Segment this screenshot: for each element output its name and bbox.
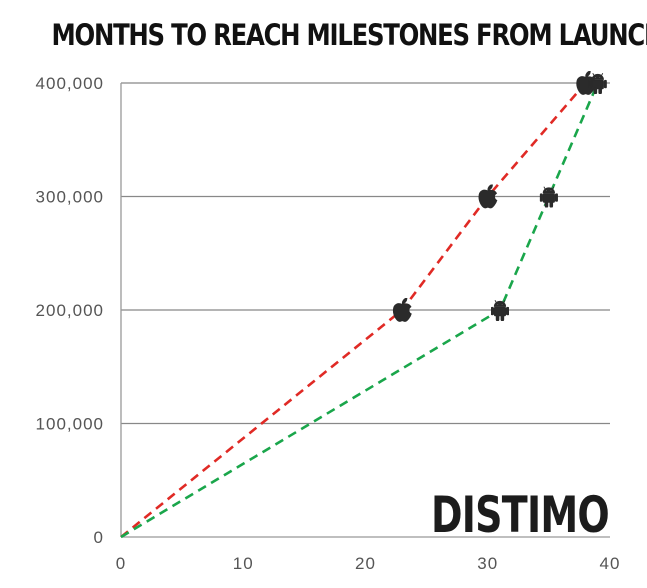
tick-label-layer: 0 100,000 200,000 300,000 400,000 0 10 20 30 40: [36, 74, 621, 573]
x-tick-label: 10: [233, 554, 254, 573]
grid-layer: [121, 82, 610, 425]
x-tick-label: 40: [600, 554, 621, 573]
x-tick-label: 30: [477, 554, 498, 573]
x-tick-label: 20: [355, 554, 376, 573]
apple-series-line: [120, 82, 587, 539]
series-layer: [120, 82, 599, 539]
y-tick-label: 400,000: [36, 74, 104, 93]
android-series-line: [120, 82, 599, 539]
apple-logo-icon: [392, 298, 412, 322]
distimo-logo: DISTIMO: [431, 486, 610, 544]
x-tick-label: 0: [116, 554, 126, 573]
y-tick-label: 100,000: [36, 415, 104, 434]
axis-layer: [120, 83, 610, 538]
y-tick-label: 200,000: [36, 301, 104, 320]
distimo-logo-text: DISTIMO: [431, 486, 609, 544]
y-tick-label: 0: [94, 528, 104, 547]
chart-title: MONTHS TO REACH MILESTONES FROM LAUNCH: [51, 18, 647, 52]
android-robot-icon: [539, 186, 558, 208]
android-robot-icon: [490, 299, 509, 321]
y-tick-label: 300,000: [36, 188, 104, 207]
